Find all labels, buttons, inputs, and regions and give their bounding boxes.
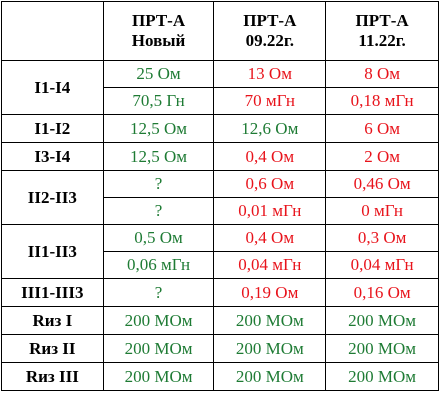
- value-cell: 0,46 Ом: [325, 170, 439, 198]
- value-cell: 13 Ом: [213, 60, 327, 88]
- value-cell: 200 МОм: [213, 306, 327, 335]
- row-label: Rиз III: [1, 362, 104, 391]
- column-header-1122: ПРТ-А 11.22г.: [325, 1, 439, 61]
- column-header-line2: 09.22г.: [245, 31, 294, 50]
- table-row: ? 0,01 мГн 0 мГн: [2, 197, 439, 225]
- value-cell: 2 Ом: [325, 142, 439, 171]
- value-cell: 8 Ом: [325, 60, 439, 88]
- value-cell: 70,5 Гн: [102, 87, 215, 115]
- row-label: III1-III3: [1, 278, 104, 307]
- value-cell: 12,5 Ом: [102, 114, 215, 143]
- table-row: II1-II3 0,5 Ом 0,4 Ом 0,3 Ом: [1, 224, 439, 279]
- column-header-0922: ПРТ-А 09.22г.: [213, 1, 327, 61]
- value-cell: 6 Ом: [325, 114, 439, 143]
- row-label: I3-I4: [1, 142, 104, 171]
- corner-cell: [1, 1, 104, 61]
- table-row: Rиз III 200 МОм 200 МОм 200 МОм: [1, 362, 439, 391]
- column-header-line2: 11.22г.: [358, 31, 406, 50]
- column-header-line1: ПРТ-А: [243, 11, 297, 30]
- value-cell: 0,18 мГн: [325, 87, 439, 115]
- value-cell: ?: [102, 170, 215, 198]
- value-cell: 12,6 Ом: [213, 114, 327, 143]
- value-cell: 0,3 Ом: [325, 224, 439, 252]
- table-row: I1-I4 25 Ом 13 Ом 8 Ом: [1, 60, 439, 115]
- value-cell: 25 Ом: [102, 60, 215, 88]
- value-cell: 70 мГн: [213, 87, 327, 115]
- value-cell: ?: [102, 197, 215, 225]
- value-cell: 0,16 Ом: [325, 278, 439, 307]
- table-row: 70,5 Гн 70 мГн 0,18 мГн: [2, 87, 439, 115]
- row-label: Rиз II: [1, 334, 104, 363]
- table-row: II2-II3? 0,6 Ом 0,46 Ом: [1, 170, 439, 225]
- value-cell: 200 МОм: [325, 334, 439, 363]
- measurements-table: ПРТ-А Новый ПРТ-А 09.22г. ПРТ-А 11.22г. …: [1, 1, 439, 391]
- table-row: Rиз I 200 МОм 200 МОм 200 МОм: [1, 306, 439, 335]
- table-row: Rиз II 200 МОм 200 МОм 200 МОм: [1, 334, 439, 363]
- value-cell: 0,4 Ом: [213, 142, 327, 171]
- value-cell: 0 мГн: [325, 197, 439, 225]
- value-cell: 200 МОм: [325, 362, 439, 391]
- row-label: Rиз I: [1, 306, 104, 335]
- value-cell: 200 МОм: [102, 306, 215, 335]
- value-cell: 0,19 Ом: [213, 278, 327, 307]
- value-cell: 0,04 мГн: [325, 251, 439, 279]
- table-row: III1-III3? 0,19 Ом 0,16 Ом: [1, 278, 439, 307]
- value-cell: 0,04 мГн: [213, 251, 327, 279]
- value-cell: 12,5 Ом: [102, 142, 215, 171]
- value-cell: 0,5 Ом: [102, 224, 215, 252]
- row-label: I1-I4: [1, 60, 104, 115]
- value-cell: 200 МОм: [325, 306, 439, 335]
- value-cell: 200 МОм: [102, 334, 215, 363]
- row-label: I1-I2: [1, 114, 104, 143]
- column-header-new: ПРТ-А Новый: [102, 1, 215, 61]
- column-header-line1: ПРТ-А: [132, 11, 186, 30]
- value-cell: 200 МОм: [102, 362, 215, 391]
- row-label: II2-II3: [1, 170, 104, 225]
- value-cell: 200 МОм: [213, 362, 327, 391]
- table-row: I3-I4 12,5 Ом 0,4 Ом 2 Ом: [1, 142, 439, 171]
- table-body: I1-I4 25 Ом 13 Ом 8 Ом 70,5 Гн 70 мГн 0,18 мГн…: [1, 60, 439, 391]
- column-header-line2: Новый: [131, 31, 186, 50]
- value-cell: ?: [102, 278, 215, 307]
- table-row: 0,06 мГн 0,04 мГн 0,04 мГн: [2, 251, 439, 279]
- table-row: I1-I2 12,5 Ом 12,6 Ом 6 Ом: [1, 114, 439, 143]
- value-cell: 200 МОм: [213, 334, 327, 363]
- value-cell: 0,6 Ом: [213, 170, 327, 198]
- value-cell: 0,4 Ом: [213, 224, 327, 252]
- header-row: ПРТ-А Новый ПРТ-А 09.22г. ПРТ-А 11.22г.: [1, 1, 439, 61]
- value-cell: 0,06 мГн: [102, 251, 215, 279]
- row-label: II1-II3: [1, 224, 104, 279]
- column-header-line1: ПРТ-А: [355, 11, 409, 30]
- value-cell: 0,01 мГн: [213, 197, 327, 225]
